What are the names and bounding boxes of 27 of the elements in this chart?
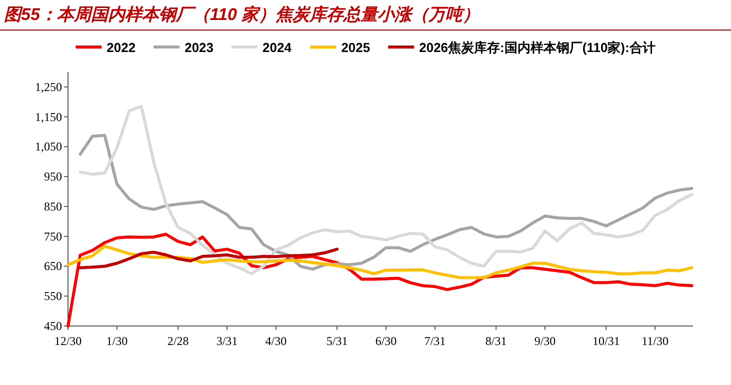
x-tick-label: 12/30 xyxy=(54,334,82,348)
y-tick-label: 650 xyxy=(44,259,62,274)
x-tick-label: 2/28 xyxy=(167,334,189,348)
x-tick-label: 5/31 xyxy=(326,334,348,348)
legend-label: 2024 xyxy=(262,40,292,55)
y-tick-label: 1,150 xyxy=(35,110,62,124)
x-tick-label: 1/30 xyxy=(106,334,128,348)
legend-label: 2026焦炭库存:国内样本钢厂(110家):合计 xyxy=(419,40,656,55)
chart-title: 图55：本周国内样本钢厂（110 家）焦炭库存总量小涨（万吨） xyxy=(4,5,480,24)
x-tick-label: 6/30 xyxy=(375,334,397,348)
y-tick-label: 950 xyxy=(44,170,62,184)
x-tick-label: 4/30 xyxy=(265,334,287,348)
y-tick-label: 450 xyxy=(44,319,62,333)
y-tick-label: 850 xyxy=(44,199,62,214)
x-tick-label: 11/30 xyxy=(642,334,669,348)
y-tick-label: 750 xyxy=(44,229,62,244)
y-tick-label: 550 xyxy=(44,289,62,304)
x-tick-label: 9/30 xyxy=(534,334,556,348)
x-tick-label: 8/31 xyxy=(485,334,507,348)
x-tick-label: 3/31 xyxy=(216,334,238,348)
x-tick-label: 10/31 xyxy=(592,334,620,348)
legend-label: 2022 xyxy=(106,40,136,55)
y-tick-label: 1,050 xyxy=(35,140,62,154)
x-tick-label: 7/31 xyxy=(424,334,446,348)
y-tick-label: 1,250 xyxy=(35,80,62,94)
legend-label: 2023 xyxy=(184,40,214,55)
legend-label: 2025 xyxy=(341,40,370,55)
